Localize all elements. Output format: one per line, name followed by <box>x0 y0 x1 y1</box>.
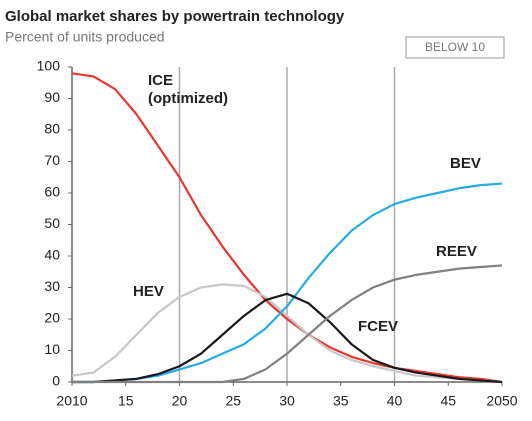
series-line <box>72 264 503 384</box>
y-tick-label: 80 <box>44 121 60 137</box>
series-line <box>71 72 503 384</box>
x-tick-label: 25 <box>225 393 241 409</box>
x-tick-label: 40 <box>387 393 403 409</box>
badge: BELOW 10 <box>425 40 485 54</box>
y-tick-label: 30 <box>44 278 60 294</box>
series-label: HEV <box>133 283 164 300</box>
chart-title: Global market shares by powertrain techn… <box>5 8 345 25</box>
chart-subtitle: Percent of units produced <box>5 29 165 45</box>
series-line <box>71 283 503 384</box>
x-tick-label: 45 <box>440 393 456 409</box>
y-tick-label: 90 <box>44 89 60 105</box>
y-tick-label: 10 <box>44 341 60 357</box>
series-label: ICE (optimized) <box>148 72 228 107</box>
series-label: REEV <box>436 243 477 260</box>
x-tick-label: 15 <box>118 393 134 409</box>
y-tick-label: 100 <box>37 58 61 74</box>
x-tick-label: 30 <box>279 393 295 409</box>
y-tick-label: 60 <box>44 184 60 200</box>
series-line <box>72 292 503 384</box>
x-tick-label: 35 <box>333 393 349 409</box>
y-tick-label: 70 <box>44 152 60 168</box>
x-tick-label: 20 <box>172 393 188 409</box>
y-tick-label: 20 <box>44 310 60 326</box>
x-tick-label: 2010 <box>56 393 87 409</box>
badge-box <box>405 36 505 59</box>
series-label: FCEV <box>358 318 399 335</box>
y-tick-label: 0 <box>52 373 60 389</box>
series-label: BEV <box>450 155 481 172</box>
y-tick-label: 50 <box>44 215 60 231</box>
y-tick-label: 40 <box>44 247 60 263</box>
x-tick-label: 2050 <box>486 393 517 409</box>
